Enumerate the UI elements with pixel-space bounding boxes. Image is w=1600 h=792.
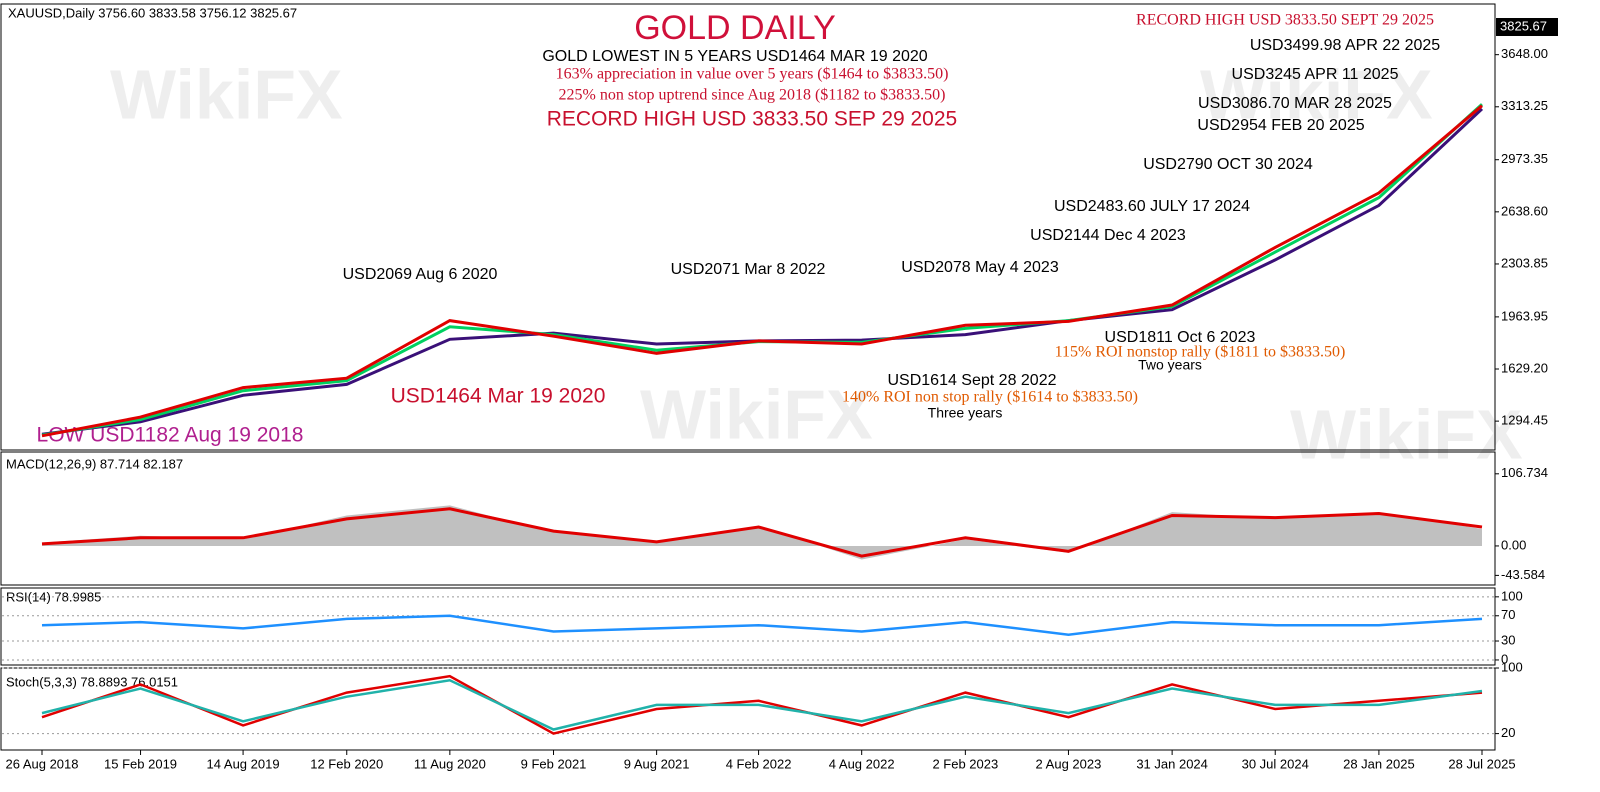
series-line <box>41 674 1483 735</box>
x-tick-label: 2 Feb 2023 <box>932 756 998 771</box>
rsi-panel <box>0 587 1496 666</box>
annotation: USD1811 Oct 6 2023 <box>1105 329 1256 346</box>
y-tick-label: 2973.35 <box>1501 151 1548 166</box>
y-tick-label: 30 <box>1501 632 1515 647</box>
annotation: USD2790 OCT 30 2024 <box>1143 156 1313 173</box>
y-tick-label: 0 <box>1501 651 1508 666</box>
panel-label: Stoch(5,3,3) 78.8893 76.0151 <box>6 674 178 689</box>
annotation: GOLD LOWEST IN 5 YEARS USD1464 MAR 19 20… <box>542 48 927 65</box>
y-tick-label: 1294.45 <box>1501 413 1548 428</box>
y-tick-label: 3313.25 <box>1501 98 1548 113</box>
annotation: RECORD HIGH USD 3833.50 SEP 29 2025 <box>547 108 957 131</box>
y-tick-label: 1629.20 <box>1501 360 1548 375</box>
annotation: USD2069 Aug 6 2020 <box>343 266 498 283</box>
annotation: USD2071 Mar 8 2022 <box>671 261 826 278</box>
y-tick-label: -43.584 <box>1501 567 1545 582</box>
annotation: Two years <box>1138 357 1202 373</box>
annotation: 163% appreciation in value over 5 years … <box>556 66 949 83</box>
annotation: USD2483.60 JULY 17 2024 <box>1054 198 1250 215</box>
annotation: USD3499.98 APR 22 2025 <box>1250 37 1440 54</box>
annotation: LOW USD1182 Aug 19 2018 <box>37 424 304 447</box>
panel-label: MACD(12,26,9) 87.714 82.187 <box>6 456 183 471</box>
y-tick-label: 1963.95 <box>1501 308 1548 323</box>
series-line <box>41 104 1483 438</box>
annotation: USD2144 Dec 4 2023 <box>1030 227 1186 244</box>
x-tick-label: 26 Aug 2018 <box>5 756 78 771</box>
watermark: WikiFX <box>110 55 343 133</box>
x-tick-label: 2 Aug 2023 <box>1036 756 1102 771</box>
annotation: 225% non stop uptrend since Aug 2018 ($1… <box>559 87 946 104</box>
x-tick-label: 31 Jan 2024 <box>1136 756 1208 771</box>
chart-title: GOLD DAILY <box>634 9 836 47</box>
y-tick-label: 70 <box>1501 607 1515 622</box>
x-tick-label: 14 Aug 2019 <box>207 756 280 771</box>
y-tick-label: 0.00 <box>1501 537 1526 552</box>
macd-panel <box>0 451 1496 586</box>
x-tick-label: 30 Jul 2024 <box>1242 756 1309 771</box>
y-tick-label: 2638.60 <box>1501 203 1548 218</box>
last-price-label: 3825.67 <box>1500 18 1547 33</box>
x-tick-label: 12 Feb 2020 <box>310 756 383 771</box>
watermark: WikiFX <box>640 375 873 453</box>
y-tick-label: 3648.00 <box>1501 46 1548 61</box>
series-line <box>41 679 1483 731</box>
annotation: USD1464 Mar 19 2020 <box>391 385 606 408</box>
watermark: WikiFX <box>1200 55 1433 133</box>
y-tick-label: 100 <box>1501 659 1523 674</box>
series-line <box>41 614 1483 636</box>
last-price-box <box>1496 18 1558 37</box>
watermark: WikiFX <box>1290 395 1523 473</box>
y-tick-label: 20 <box>1501 725 1515 740</box>
x-tick-label: 4 Aug 2022 <box>829 756 895 771</box>
price-panel <box>0 3 1496 451</box>
x-tick-label: 28 Jan 2025 <box>1343 756 1415 771</box>
annotation: USD2078 May 4 2023 <box>901 259 1059 276</box>
y-tick-label: 2303.85 <box>1501 255 1548 270</box>
annotation: USD3086.70 MAR 28 2025 <box>1198 95 1392 112</box>
annotation: USD1614 Sept 28 2022 <box>887 372 1056 389</box>
annotation: USD2954 FEB 20 2025 <box>1197 117 1364 134</box>
x-tick-label: 15 Feb 2019 <box>104 756 177 771</box>
annotation: USD3245 APR 11 2025 <box>1232 66 1399 83</box>
annotation: RECORD HIGH USD 3833.50 SEPT 29 2025 <box>1136 12 1434 29</box>
annotation: 140% ROI non stop rally ($1614 to $3833.… <box>842 389 1138 406</box>
x-tick-label: 11 Aug 2020 <box>414 756 486 771</box>
x-tick-label: 28 Jul 2025 <box>1448 756 1515 771</box>
x-tick-label: 9 Feb 2021 <box>521 756 587 771</box>
series-area <box>42 505 1482 560</box>
x-tick-label: 4 Feb 2022 <box>726 756 792 771</box>
y-tick-label: 100 <box>1501 588 1523 603</box>
annotation: Three years <box>928 405 1003 421</box>
header: XAUUSD,Daily 3756.60 3833.58 3756.12 382… <box>8 5 297 20</box>
y-tick-label: 106.734 <box>1501 465 1548 480</box>
annotation: 115% ROI nonstop rally ($1811 to $3833.5… <box>1055 344 1346 361</box>
x-tick-label: 9 Aug 2021 <box>624 756 690 771</box>
series-line <box>41 507 1483 558</box>
